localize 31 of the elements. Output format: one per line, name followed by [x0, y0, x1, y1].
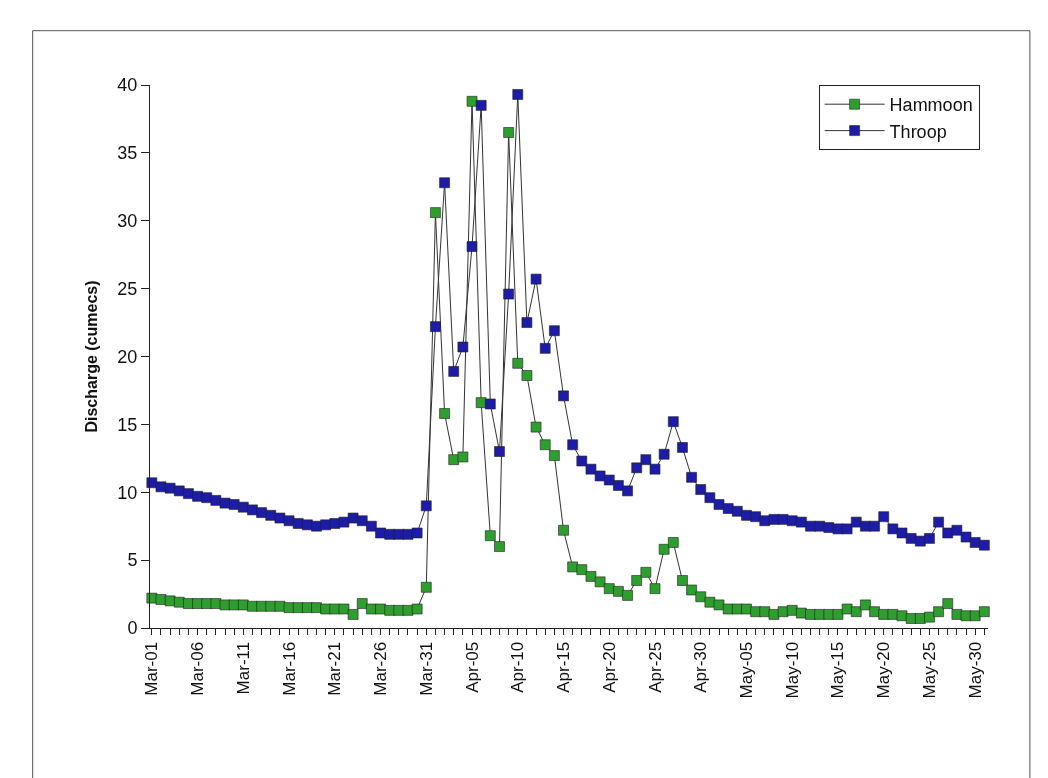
x-tick-label: May-05	[737, 641, 757, 699]
x-tick-label: May-30	[965, 641, 985, 699]
x-tick-label: Mar-26	[371, 641, 391, 696]
y-tick-label: 35	[117, 143, 138, 164]
x-tick-label: Apr-10	[508, 641, 528, 693]
x-tick-label: Mar-16	[279, 641, 299, 696]
x-tick-label: May-10	[782, 641, 802, 699]
legend-label: Throop	[889, 121, 947, 142]
y-tick-label: 40	[117, 75, 138, 96]
x-tick-label: Mar-01	[142, 641, 162, 696]
y-tick-label: 10	[117, 482, 138, 503]
legend-label: Hammoon	[889, 95, 973, 116]
x-tick-label: Apr-15	[554, 641, 574, 693]
y-tick-label: 5	[127, 550, 138, 571]
y-tick-label: 30	[117, 211, 138, 232]
x-tick-label: Apr-25	[645, 641, 665, 693]
x-tick-label: May-15	[828, 641, 848, 699]
y-tick-label: 0	[127, 618, 138, 639]
y-axis-title: Discharge (cumecs)	[83, 280, 101, 433]
x-tick-label: Mar-21	[325, 641, 345, 696]
x-tick-label: Mar-11	[233, 641, 253, 695]
y-tick-label: 20	[117, 346, 138, 367]
x-tick-label: Apr-30	[691, 641, 711, 693]
x-tick-label: May-25	[919, 641, 939, 699]
y-tick-label: 15	[117, 414, 138, 435]
x-tick-label: Apr-05	[462, 641, 482, 693]
x-tick-label: May-20	[874, 641, 894, 699]
x-tick-label: Apr-20	[599, 641, 619, 693]
x-tick-label: Mar-06	[188, 641, 208, 696]
y-tick-label: 25	[117, 278, 138, 299]
x-tick-label: Mar-31	[416, 641, 436, 696]
